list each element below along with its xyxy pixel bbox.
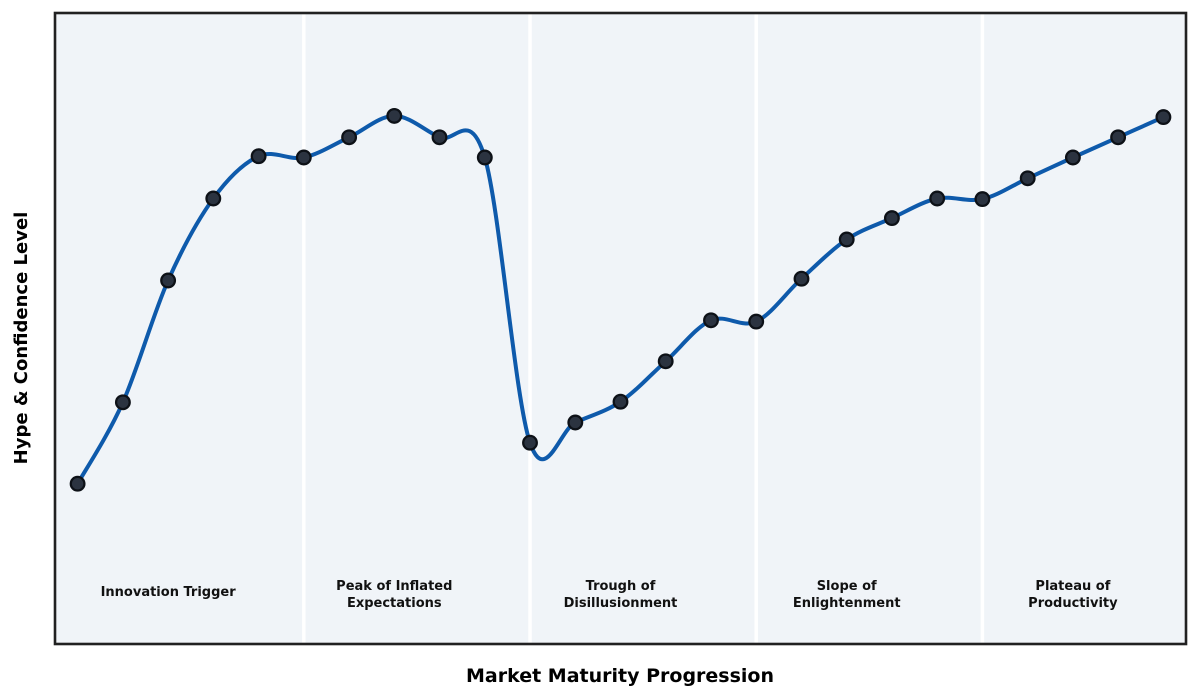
data-point-marker: [341, 129, 358, 146]
phase-label-trough-of-disillusionment-line2: Disillusionment: [564, 596, 678, 611]
data-point-markers: [69, 107, 1172, 492]
data-point-marker: [1019, 170, 1036, 187]
data-point-marker: [974, 191, 991, 208]
x-axis-label: Market Maturity Progression: [466, 665, 774, 687]
data-point-marker: [793, 270, 810, 287]
data-point-marker: [1064, 149, 1081, 166]
phase-label-trough-of-disillusionment: Trough of: [586, 579, 656, 594]
data-point-marker: [1110, 129, 1127, 146]
data-point-marker: [69, 475, 86, 492]
phase-labels: Innovation Trigger Peak of Inflated Expe…: [101, 579, 1119, 611]
plot-border: [53, 11, 1188, 646]
phase-label-plateau-of-productivity-line2: Productivity: [1028, 596, 1118, 611]
phase-label-slope-of-enlightenment: Slope of: [817, 579, 877, 594]
data-point-marker: [160, 272, 177, 289]
phase-label-plateau-of-productivity: Plateau of: [1035, 579, 1110, 594]
data-point-marker: [703, 312, 719, 329]
data-point-marker: [567, 414, 584, 431]
data-point-marker: [205, 190, 222, 207]
data-point-marker: [612, 393, 629, 410]
data-point-marker: [522, 434, 538, 451]
data-point-marker: [431, 129, 448, 146]
data-point-marker: [883, 210, 900, 227]
data-point-marker: [657, 353, 674, 370]
phase-label-peak-of-inflated-expectations-line2: Expectations: [347, 596, 442, 611]
plot-area-background: [55, 13, 1186, 644]
data-point-marker: [295, 149, 312, 166]
data-point-marker: [476, 149, 493, 166]
data-point-marker: [114, 394, 131, 411]
y-axis-label: Hype & Confidence Level: [11, 212, 32, 465]
data-point-marker: [386, 107, 403, 124]
data-point-marker: [929, 190, 946, 207]
phase-label-peak-of-inflated-expectations: Peak of Inflated: [336, 579, 452, 594]
phase-label-slope-of-enlightenment-line2: Enlightenment: [793, 596, 901, 611]
data-point-marker: [1155, 109, 1172, 126]
data-point-marker: [748, 313, 765, 330]
data-point-marker: [250, 148, 267, 165]
data-point-marker: [838, 231, 855, 248]
phase-label-innovation-trigger: Innovation Trigger: [101, 585, 237, 600]
